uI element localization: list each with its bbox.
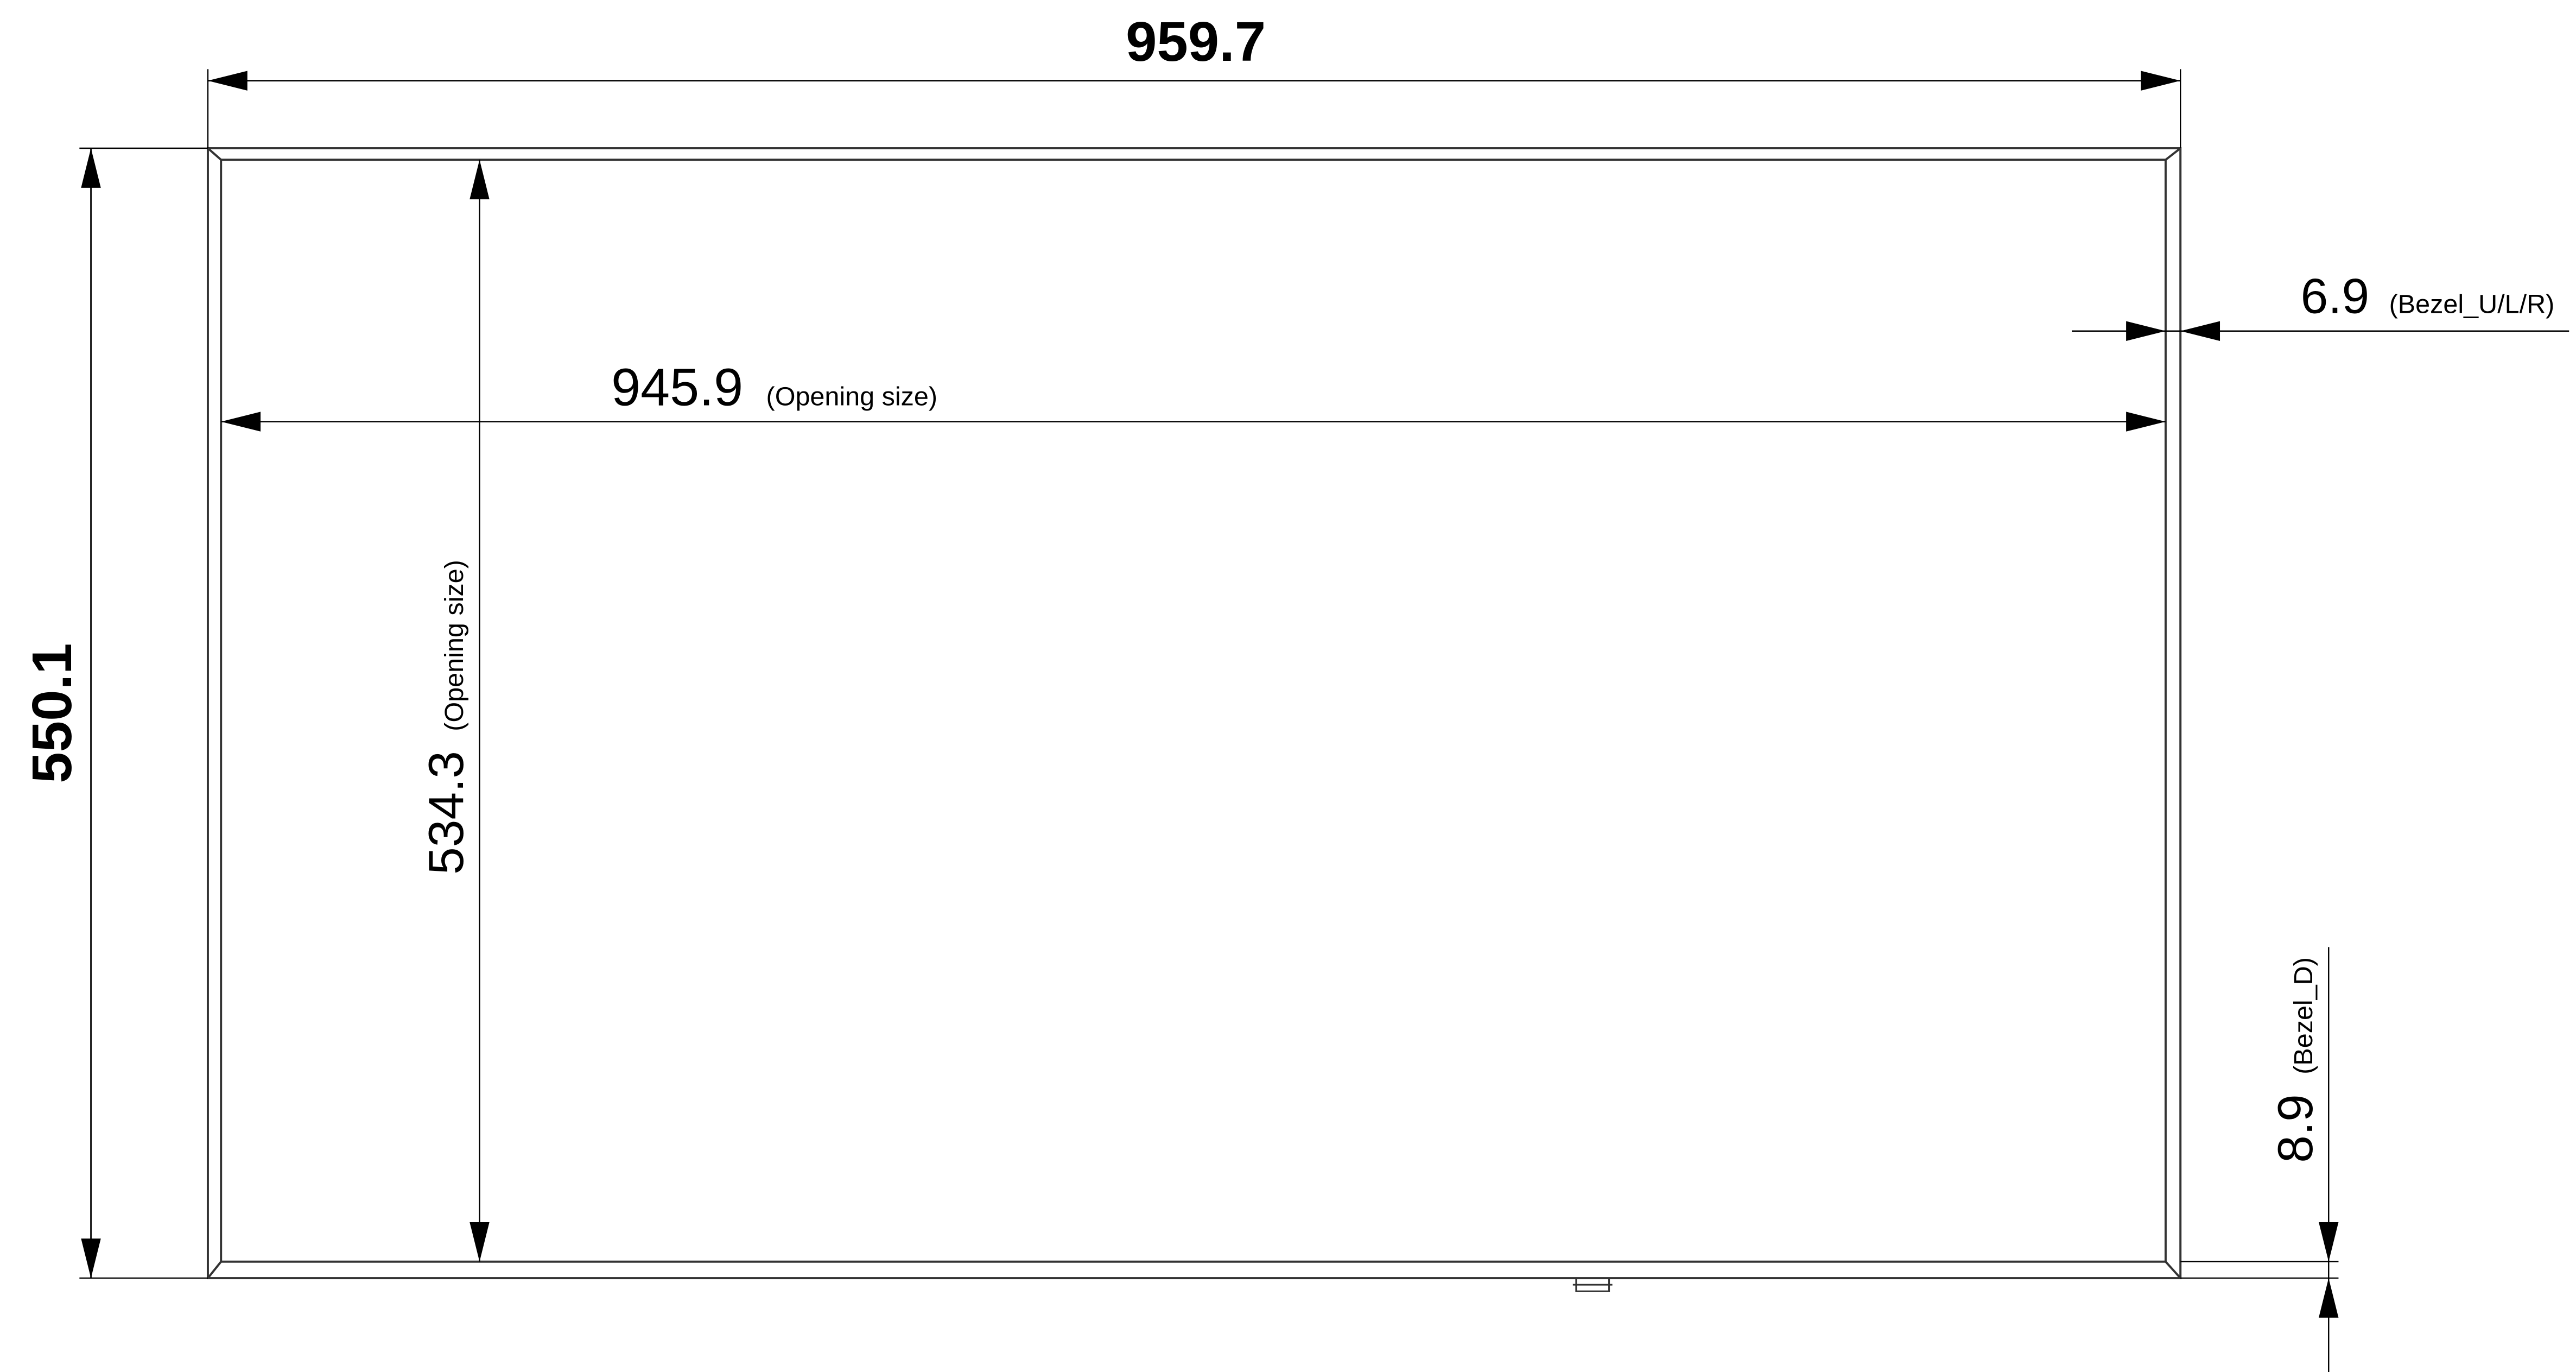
opening-height-label: 534.3 (Opening size) — [419, 560, 474, 875]
bezel-side-note: (Bezel_U/L/R) — [2389, 289, 2555, 319]
opening-width-label: 945.9 (Opening size) — [611, 357, 937, 416]
bezel-bottom-label: 8.9 (Bezel_D) — [2268, 957, 2323, 1163]
arrowhead-right — [2126, 412, 2166, 432]
overall-width-dimension: 959.7 — [207, 10, 2181, 91]
opening-width-note: (Opening size) — [766, 382, 938, 411]
corner-line-tl — [207, 147, 222, 161]
corner-line-tr — [2165, 147, 2181, 161]
arrowhead-up — [2319, 1278, 2339, 1318]
bezel-bottom-dimension: 8.9 (Bezel_D) — [2268, 947, 2339, 1372]
bottom-connector — [1572, 1277, 1613, 1292]
overall-width-value: 959.7 — [1126, 10, 1266, 73]
overall-height-dimension: 550.1 — [21, 148, 101, 1279]
bezel-side-value: 6.9 — [2301, 269, 2370, 324]
arrowhead-down — [81, 1238, 101, 1279]
arrowhead-left — [207, 71, 248, 91]
bezel-bottom-value: 8.9 — [2268, 1094, 2323, 1163]
arrowhead-right — [2141, 71, 2181, 91]
arrowhead-right — [2126, 321, 2166, 341]
inner-opening-edge — [220, 159, 2167, 1263]
bezel-side-label: 6.9 (Bezel_U/L/R) — [2301, 269, 2555, 324]
arrowhead-down — [2319, 1222, 2339, 1262]
opening-height-value: 534.3 — [419, 751, 474, 875]
arrowhead-down — [469, 1222, 490, 1262]
corner-line-br — [2165, 1261, 2181, 1279]
bezel-side-dimension: 6.9 (Bezel_U/L/R) — [2072, 269, 2569, 341]
arrowhead-left — [221, 412, 261, 432]
opening-width-dimension: 945.9 (Opening size) — [221, 357, 2166, 432]
arrowhead-left — [2180, 321, 2220, 341]
opening-height-dimension: 534.3 (Opening size) — [419, 160, 490, 1262]
bezel-bottom-note: (Bezel_D) — [2289, 957, 2318, 1074]
arrowhead-up — [469, 160, 490, 200]
opening-height-note: (Opening size) — [440, 560, 469, 731]
overall-height-value: 550.1 — [21, 643, 83, 783]
opening-width-value: 945.9 — [611, 357, 743, 416]
monitor-frame — [206, 147, 2182, 1280]
corner-line-bl — [207, 1261, 222, 1279]
arrowhead-up — [81, 148, 101, 188]
outer-bezel-edge — [206, 147, 2182, 1280]
